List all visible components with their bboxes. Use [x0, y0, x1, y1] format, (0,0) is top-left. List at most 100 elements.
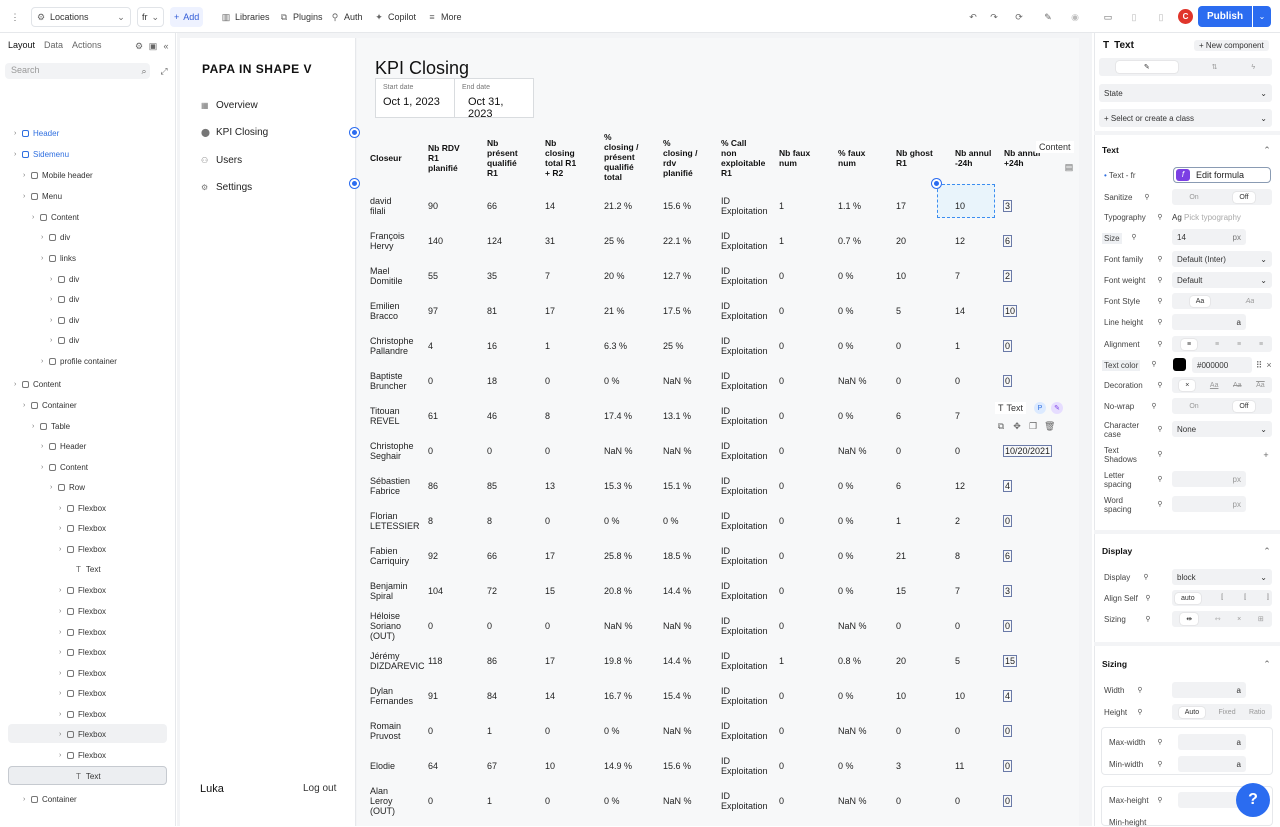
letter-spacing-input[interactable]: px: [1172, 471, 1246, 487]
bind-icon[interactable]: ⚲: [1151, 403, 1157, 410]
layer-item[interactable]: › Content: [14, 375, 61, 393]
avatar[interactable]: C: [1178, 9, 1193, 24]
max-height-input[interactable]: [1178, 792, 1246, 808]
expand-caret-icon[interactable]: ›: [41, 233, 44, 241]
new-component-button[interactable]: + New component: [1194, 40, 1269, 51]
bind-icon[interactable]: ⚲: [1137, 709, 1143, 716]
layer-item[interactable]: › Flexbox: [59, 623, 106, 641]
display-select[interactable]: block ⌄: [1172, 569, 1272, 585]
tab-data[interactable]: Data: [44, 40, 64, 50]
expand-caret-icon[interactable]: ›: [50, 316, 53, 324]
expand-caret-icon[interactable]: ›: [23, 795, 26, 803]
font-style-toggle[interactable]: Aa Aa: [1172, 293, 1272, 309]
width-input[interactable]: a: [1172, 682, 1246, 698]
bind-icon[interactable]: ⚲: [1157, 256, 1163, 263]
start-date-field[interactable]: Start date Oct 1, 2023: [375, 78, 455, 118]
duplicate-icon[interactable]: ❐: [1028, 421, 1038, 431]
bind-icon[interactable]: ⚲: [1157, 341, 1163, 348]
expand-caret-icon[interactable]: ›: [59, 628, 62, 636]
more-button[interactable]: ≡ More: [423, 7, 466, 27]
layer-item[interactable]: › Row: [50, 478, 85, 496]
layer-item[interactable]: › Flexbox: [59, 499, 106, 517]
expand-caret-icon[interactable]: ›: [59, 586, 62, 594]
layer-item[interactable]: › Flexbox: [59, 684, 106, 702]
layer-item[interactable]: › Sidemenu: [14, 145, 69, 163]
auth-button[interactable]: ⚲ Auth: [331, 12, 363, 22]
publish-button[interactable]: Publish: [1198, 6, 1252, 27]
bind-icon[interactable]: ⚲: [1157, 426, 1163, 433]
expand-caret-icon[interactable]: ›: [23, 401, 26, 409]
bind-icon[interactable]: ⚲: [1143, 574, 1149, 581]
plus-icon[interactable]: +: [1263, 450, 1269, 460]
p-badge[interactable]: P: [1034, 402, 1046, 414]
layer-item[interactable]: › div: [50, 331, 79, 349]
logout-link[interactable]: Log out: [303, 783, 337, 794]
expand-icon[interactable]: ⤢: [160, 66, 168, 76]
redo-button[interactable]: ↷: [985, 7, 1003, 27]
expand-caret-icon[interactable]: ›: [23, 171, 26, 179]
layer-item[interactable]: › Flexbox: [59, 643, 106, 661]
selection-handle[interactable]: [350, 179, 359, 188]
expand-caret-icon[interactable]: ›: [59, 545, 62, 553]
undo-button[interactable]: ↶: [964, 7, 982, 27]
layer-item[interactable]: › Menu: [23, 187, 62, 205]
bolt-tab-icon[interactable]: ϟ: [1251, 63, 1256, 71]
bind-icon[interactable]: ⚲: [1157, 319, 1163, 326]
tablet-view-button[interactable]: ▯: [1125, 7, 1143, 27]
chevron-up-icon[interactable]: ⌃: [1263, 145, 1271, 155]
layer-item[interactable]: › Flexbox: [59, 519, 106, 537]
bind-icon[interactable]: ⚲: [1157, 214, 1163, 221]
chevron-up-icon[interactable]: ⌃: [1263, 659, 1271, 669]
layer-item[interactable]: › Header: [41, 437, 86, 455]
bind-icon[interactable]: ⚲: [1145, 616, 1151, 623]
kebab-menu-button[interactable]: ⋮: [6, 7, 24, 27]
bind-icon[interactable]: ⚲: [1157, 277, 1163, 284]
layer-item[interactable]: › Flexbox: [59, 746, 106, 764]
sanitize-toggle[interactable]: On Off: [1172, 189, 1272, 205]
layer-item[interactable]: › Flexbox: [59, 705, 106, 723]
layer-item[interactable]: › links: [41, 249, 76, 267]
add-button[interactable]: + Add: [170, 7, 204, 27]
pick-typography[interactable]: Ag Pick typography: [1172, 213, 1241, 222]
expand-caret-icon[interactable]: ›: [50, 275, 53, 283]
bind-icon[interactable]: ⚲: [1157, 298, 1163, 305]
nav-kpi-closing[interactable]: ⬤ KPI Closing: [201, 127, 269, 138]
layer-item[interactable]: › Container: [23, 790, 77, 808]
bind-icon[interactable]: ⚲: [1151, 361, 1157, 368]
expand-caret-icon[interactable]: ›: [59, 730, 62, 738]
font-weight-select[interactable]: Default ⌄: [1172, 272, 1272, 288]
layer-item[interactable]: › Table: [32, 417, 70, 435]
layer-item[interactable]: › Container: [23, 396, 77, 414]
style-tab-icon[interactable]: ✎: [1115, 61, 1178, 73]
expand-caret-icon[interactable]: ›: [41, 442, 44, 450]
font-family-select[interactable]: Default (Inter) ⌄: [1172, 251, 1272, 267]
refresh-button[interactable]: ⟳: [1010, 7, 1028, 27]
layer-item[interactable]: › profile container: [41, 352, 117, 370]
preview-button[interactable]: ◉: [1066, 7, 1084, 27]
bind-icon[interactable]: ⚲: [1157, 797, 1163, 804]
expand-caret-icon[interactable]: ›: [14, 380, 17, 388]
sizing-toggle[interactable]: ⇹ ⇿ × ⊞: [1172, 611, 1272, 627]
expand-caret-icon[interactable]: ›: [50, 336, 53, 344]
edit-formula-button[interactable]: f Edit formula: [1173, 167, 1271, 183]
expand-caret-icon[interactable]: ›: [14, 150, 17, 158]
settings-icon[interactable]: ⚙: [134, 41, 144, 51]
align-self-toggle[interactable]: auto ⫿ ⫿ ⫿: [1172, 590, 1272, 606]
max-width-input[interactable]: a: [1178, 734, 1246, 750]
line-height-input[interactable]: a: [1172, 314, 1246, 330]
expand-caret-icon[interactable]: ›: [59, 504, 62, 512]
collapse-icon[interactable]: «: [163, 41, 169, 51]
layer-item[interactable]: › Flexbox: [59, 540, 106, 558]
layout-icon[interactable]: ▤: [1064, 162, 1074, 172]
expand-caret-icon[interactable]: ›: [59, 607, 62, 615]
tab-layout[interactable]: Layout: [8, 40, 36, 50]
expand-caret-icon[interactable]: ›: [59, 524, 62, 532]
layer-item[interactable]: › Flexbox: [59, 664, 106, 682]
text-color-input[interactable]: #000000: [1192, 357, 1252, 373]
search-input[interactable]: Search: [5, 63, 150, 79]
tab-actions[interactable]: Actions: [72, 40, 102, 50]
move-icon[interactable]: ✥: [1013, 421, 1021, 431]
locations-select[interactable]: ⚙ Locations ⌄: [31, 7, 131, 27]
word-spacing-input[interactable]: px: [1172, 496, 1246, 512]
expand-caret-icon[interactable]: ›: [59, 669, 62, 677]
